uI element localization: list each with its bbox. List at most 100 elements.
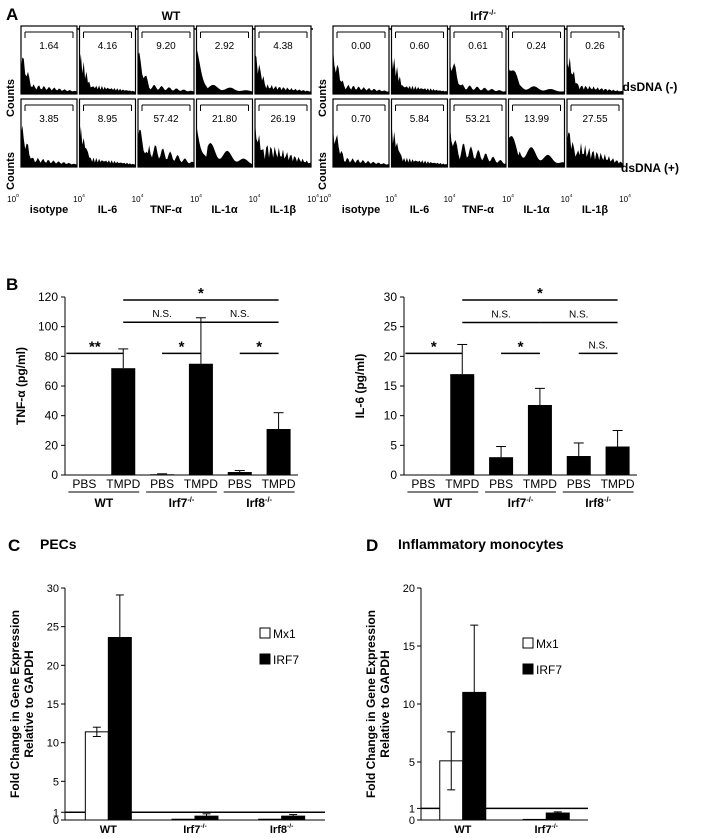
category-label: WT	[100, 824, 117, 836]
histogram-fill	[567, 57, 623, 94]
gate-percent: 53.21	[465, 114, 490, 125]
histogram-fill	[79, 126, 136, 167]
significance-label: N.S.	[230, 309, 249, 320]
gate-percent: 9.20	[156, 41, 176, 52]
row-label-dsdna-neg: dsDNA (-)	[623, 80, 678, 94]
y-tick-label: 15	[47, 699, 59, 711]
x-tick-max: 104	[561, 193, 573, 204]
histogram-fill	[391, 52, 448, 94]
gate-percent: 0.60	[410, 41, 430, 52]
marker-label: IL-6	[98, 204, 118, 216]
bar	[227, 472, 252, 475]
category-label: PBS	[228, 477, 252, 491]
category-label: PBS	[489, 477, 513, 491]
group-title: Irf7-/-	[470, 8, 496, 23]
panel-letter-a: A	[6, 5, 18, 24]
histogram-fill	[138, 129, 194, 167]
marker-label: IL-6	[410, 204, 430, 216]
marker-label: isotype	[30, 204, 69, 216]
histogram-fill	[255, 54, 311, 94]
gate-percent: 8.95	[98, 114, 118, 125]
panel-letter-b: B	[6, 275, 18, 294]
group-label: Irf8-/-	[246, 495, 272, 510]
panel-letter: D	[366, 536, 378, 555]
legend-swatch	[259, 653, 271, 665]
y-axis-title: IL-6 (pg/ml)	[353, 354, 367, 419]
gate-percent: 1.64	[39, 41, 59, 52]
gate-percent: 5.84	[410, 114, 430, 125]
marker-label: IL-1α	[211, 204, 238, 216]
category-label: Irf8-/-	[270, 823, 294, 836]
histogram-fill	[391, 121, 448, 167]
category-label: Irf7-/-	[534, 823, 558, 836]
gate-percent: 0.26	[585, 41, 605, 52]
legend-label: IRF7	[536, 663, 562, 677]
marker-label: IL-1α	[523, 204, 550, 216]
category-label: PBS	[411, 477, 435, 491]
bar	[450, 374, 475, 475]
y-axis-title: Relative to GAPDH	[378, 650, 392, 757]
x-tick-max: 104	[249, 193, 261, 204]
group-label: Irf8-/-	[585, 495, 611, 510]
category-label: TMPD	[262, 477, 296, 491]
counts-label: Counts	[317, 79, 329, 117]
y-tick-label: 10	[47, 738, 59, 750]
bar	[266, 429, 291, 475]
x-tick-max: 104	[132, 193, 144, 204]
x-tick-max: 104	[502, 193, 514, 204]
histogram-fill	[138, 52, 194, 94]
x-tick-max: 104	[444, 193, 456, 204]
gate-percent: 4.16	[98, 41, 118, 52]
histogram-fill	[450, 63, 506, 94]
group-label: Irf7-/-	[169, 495, 195, 510]
y-tick-label: 100	[38, 320, 58, 334]
bar	[411, 475, 436, 476]
group-label: WT	[95, 496, 114, 510]
bar	[150, 474, 175, 475]
y-tick-label: 30	[47, 583, 59, 595]
bar	[489, 457, 514, 475]
histogram-panel	[20, 98, 78, 168]
category-label: WT	[454, 824, 471, 836]
legend-swatch	[522, 663, 534, 675]
x-tick-min: 100	[7, 193, 19, 204]
legend-label: Mx1	[273, 627, 296, 641]
bar	[522, 818, 547, 821]
gate-percent: 0.00	[351, 41, 371, 52]
marker-label: IL-1β	[270, 204, 297, 216]
bar	[84, 731, 109, 821]
category-label: PBS	[150, 477, 174, 491]
bar	[188, 363, 213, 475]
y-tick-label: 0	[53, 815, 59, 827]
gate-percent: 4.38	[273, 41, 293, 52]
significance-label: *	[537, 285, 543, 302]
significance-label: N.S.	[491, 310, 510, 321]
y-tick-label: 10	[403, 699, 415, 711]
histogram-fill	[79, 53, 136, 94]
histogram-fill	[333, 48, 389, 94]
bar	[566, 456, 591, 475]
group-title: WT	[162, 9, 181, 23]
significance-label: **	[89, 338, 101, 355]
y-tick-label: 20	[47, 660, 59, 672]
y-tick-label: 0	[51, 468, 58, 482]
y-tick-label: 40	[45, 409, 59, 423]
histogram-fill	[196, 125, 253, 167]
y-axis-title: Fold Change in Gene Expression	[364, 610, 378, 798]
histogram-panel	[137, 25, 195, 95]
x-tick-max: 104	[385, 193, 397, 204]
marker-label: TNF-α	[150, 204, 182, 216]
legend-swatch	[522, 637, 534, 649]
chart-title: PECs	[40, 536, 77, 552]
y-tick-label: 1	[409, 803, 415, 815]
counts-label: Counts	[5, 79, 17, 117]
y-tick-label: 5	[53, 776, 59, 788]
y-axis-title: TNF-α (pg/ml)	[14, 347, 28, 425]
gate-percent: 0.61	[468, 41, 488, 52]
category-label: PBS	[72, 477, 96, 491]
gate-percent: 21.80	[212, 114, 237, 125]
y-tick-label: 15	[384, 379, 398, 393]
histogram-fill	[255, 121, 311, 167]
gate-percent: 13.99	[524, 114, 549, 125]
